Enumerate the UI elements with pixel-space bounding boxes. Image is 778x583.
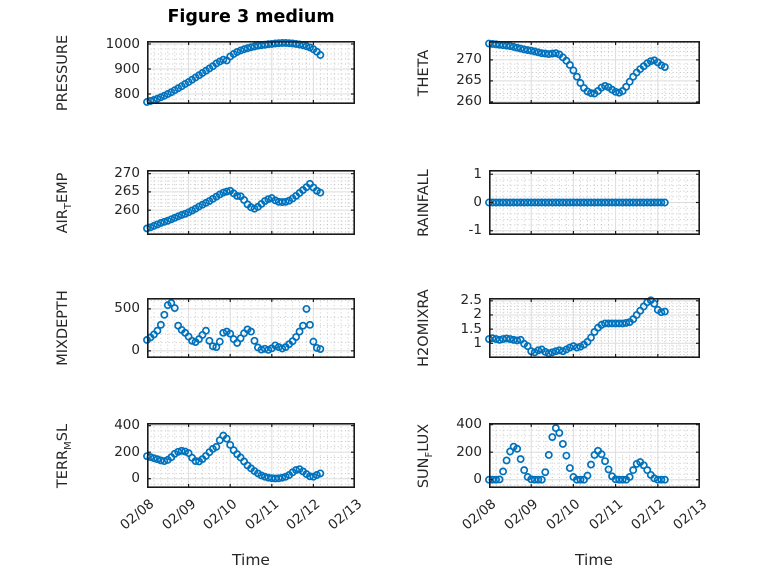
subplot-theta <box>485 39 700 105</box>
ylabel-text: EMP <box>55 172 71 203</box>
axes-box <box>147 298 355 359</box>
ylabel-text: TERR <box>55 449 71 488</box>
y-tick-label-sun-flux: 400 <box>456 416 482 433</box>
tick-marks <box>489 423 700 488</box>
y-tick-label-terr-msl: 0 <box>131 470 140 487</box>
y-tick-label-theta: 260 <box>456 93 482 110</box>
minor-grid <box>147 298 355 358</box>
y-tick-label-sun-flux: 200 <box>456 443 482 460</box>
y-tick-label-h2omixra: 1 <box>473 334 482 351</box>
y-tick-label-rainfall: 1 <box>473 165 482 182</box>
plot-area-mixdepth <box>143 298 355 359</box>
axes-box <box>147 41 355 105</box>
x-axis-label-left: Time <box>232 551 270 569</box>
data-series-air-temp <box>143 179 325 233</box>
tick-marks <box>147 41 355 104</box>
tick-marks <box>489 170 700 235</box>
plot-area-theta <box>485 39 700 105</box>
axes-box <box>147 170 355 236</box>
ylabel-subscript: M <box>62 440 74 450</box>
ylabel-subscript: F <box>423 451 435 457</box>
subplot-air-temp <box>143 170 355 236</box>
y-tick-label-theta: 265 <box>456 72 482 89</box>
subplot-terr-msl <box>143 423 355 489</box>
tick-marks <box>147 298 355 358</box>
ylabel-text: SL <box>55 423 71 441</box>
data-series-rainfall <box>485 198 669 207</box>
ylabel-text: SUN <box>416 457 432 488</box>
figure-title: Figure 3 medium <box>167 7 335 27</box>
ylabel-text: THETA <box>416 49 432 96</box>
subplot-mixdepth <box>143 298 355 359</box>
data-series-terr-msl <box>143 431 325 483</box>
minor-grid <box>147 41 355 104</box>
y-tick-label-pressure: 900 <box>114 60 140 77</box>
tick-marks <box>489 298 700 358</box>
ylabel-text: LUX <box>416 423 432 452</box>
y-tick-label-air-temp: 260 <box>114 201 140 218</box>
subplot-rainfall <box>485 170 700 236</box>
y-tick-label-sun-flux: 0 <box>473 471 482 488</box>
y-tick-label-rainfall: -1 <box>468 222 482 239</box>
plot-area-terr-msl <box>143 423 355 489</box>
subplot-sun-flux <box>485 423 700 489</box>
ylabel-sun-flux: SUNFLUX <box>416 346 436 566</box>
tick-marks <box>147 423 355 488</box>
x-axis-label-right: Time <box>575 551 613 569</box>
y-tick-label-pressure: 800 <box>114 85 140 102</box>
axes-box <box>489 41 700 105</box>
y-tick-label-h2omixra: 1.5 <box>460 320 482 337</box>
plot-area-sun-flux <box>485 423 700 489</box>
y-tick-label-h2omixra: 2.5 <box>460 292 482 309</box>
y-tick-label-theta: 270 <box>456 51 482 68</box>
plot-area-air-temp <box>143 170 355 236</box>
y-tick-label-air-temp: 270 <box>114 165 140 182</box>
data-series-pressure <box>143 39 325 106</box>
data-series-sun-flux <box>485 424 669 484</box>
y-tick-label-terr-msl: 200 <box>114 443 140 460</box>
axes-box <box>489 423 700 489</box>
y-tick-label-rainfall: 0 <box>473 194 482 210</box>
plot-area-rainfall <box>485 170 700 236</box>
tick-marks <box>147 170 355 235</box>
y-tick-label-h2omixra: 2 <box>473 306 482 323</box>
axes-box <box>489 298 700 359</box>
data-series-theta <box>485 39 669 98</box>
tick-marks <box>489 41 700 104</box>
y-tick-label-air-temp: 265 <box>114 183 140 200</box>
y-tick-label-pressure: 1000 <box>105 35 140 52</box>
plot-area-h2omixra <box>485 296 700 359</box>
data-series-mixdepth <box>143 299 325 354</box>
minor-grid <box>147 423 355 488</box>
ylabel-terr-msl: TERRMSL <box>55 346 75 566</box>
subplot-pressure <box>143 39 355 106</box>
subplot-h2omixra <box>485 296 700 359</box>
y-tick-label-mixdepth: 500 <box>114 300 140 317</box>
y-tick-label-terr-msl: 400 <box>114 417 140 434</box>
y-tick-label-mixdepth: 0 <box>131 342 140 359</box>
axes-box <box>147 423 355 489</box>
data-series-h2omixra <box>485 296 669 358</box>
ylabel-subscript: T <box>62 202 74 209</box>
plot-area-pressure <box>143 39 355 106</box>
